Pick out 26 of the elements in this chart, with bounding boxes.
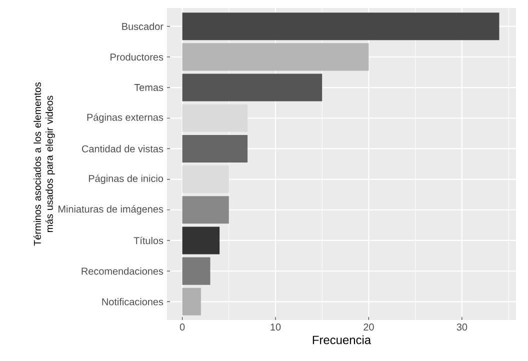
x-tick-label: 30: [456, 324, 468, 331]
bar: [182, 104, 248, 132]
y-axis-title: Términos asociados a los elementos más usados para elegir videos: [34, 82, 55, 246]
x-tick-label: 0: [180, 324, 185, 331]
x-tick-label: 10: [270, 324, 281, 331]
bar: [182, 196, 229, 224]
y-tick-label: Notificaciones: [102, 298, 164, 306]
bar: [182, 12, 500, 40]
y-tick-label: Títulos: [134, 236, 164, 244]
y-tick-label: Páginas externas: [87, 113, 164, 123]
bar: [182, 166, 229, 194]
y-tick-label: Páginas de inicio: [88, 174, 164, 184]
y-tick-label: Temas: [134, 84, 164, 92]
y-tick-label: Miniaturas de imágenes: [58, 205, 164, 215]
bar: [182, 74, 322, 102]
bar: [182, 288, 201, 316]
y-tick-label: Recomendaciones: [82, 267, 164, 275]
x-tick-label: 20: [364, 324, 374, 331]
bar: [182, 226, 220, 254]
y-tick-label: Cantidad de vistas: [82, 145, 164, 152]
y-tick-label: Buscador: [122, 22, 164, 30]
bar: [182, 134, 248, 162]
bar: [182, 257, 210, 285]
x-axis-title: Frecuencia: [312, 335, 372, 344]
bar: [182, 43, 369, 71]
y-tick-label: Productores: [110, 53, 164, 61]
